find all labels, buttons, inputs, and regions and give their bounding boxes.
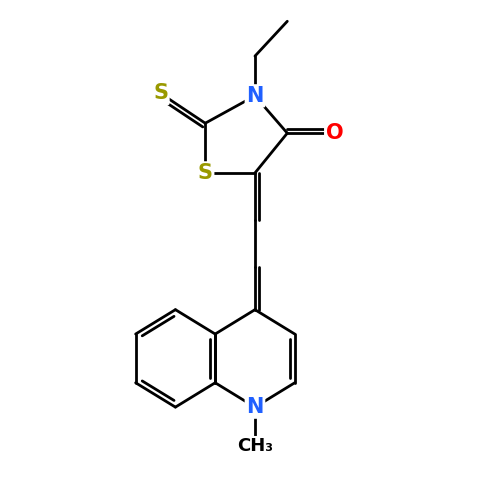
Text: S: S (153, 84, 168, 103)
Text: S: S (198, 163, 213, 183)
Text: O: O (326, 123, 344, 143)
Text: N: N (246, 397, 264, 417)
Text: N: N (246, 86, 264, 106)
Text: CH₃: CH₃ (237, 438, 273, 456)
